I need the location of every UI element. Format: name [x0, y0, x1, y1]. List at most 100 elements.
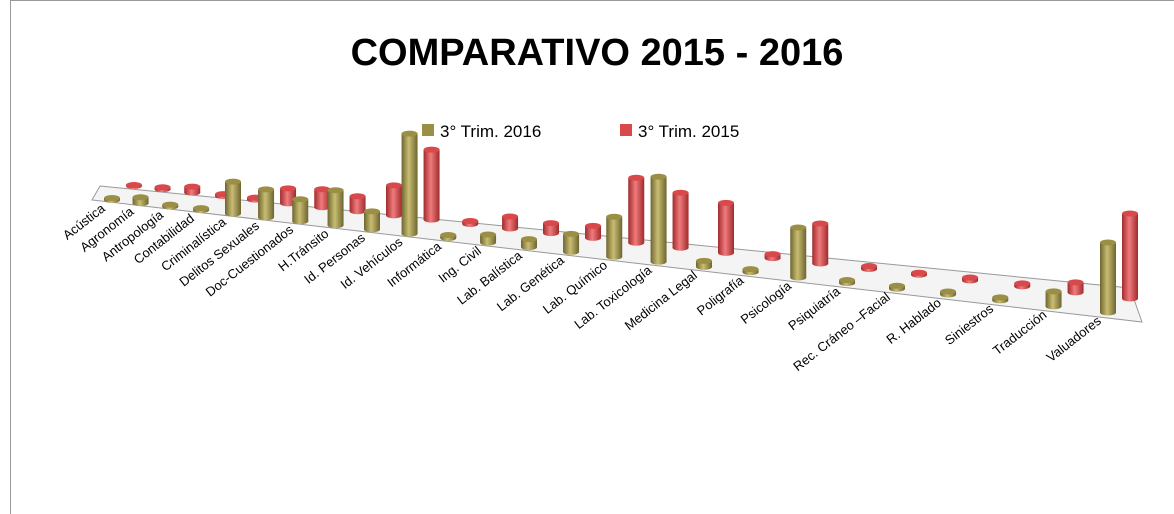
bar-top	[585, 222, 602, 229]
bar-top	[911, 269, 927, 276]
bar	[889, 282, 905, 292]
bar-body	[1045, 291, 1062, 307]
bar	[1100, 239, 1116, 316]
bar-top	[1067, 279, 1084, 286]
bar-body	[280, 188, 297, 204]
bar-body	[628, 177, 645, 243]
bar-top	[790, 224, 807, 231]
bar	[606, 213, 623, 260]
bar	[543, 220, 559, 237]
bar-top	[1014, 280, 1031, 287]
bar-top	[386, 182, 402, 189]
bar-top	[521, 236, 537, 243]
bar-top	[502, 213, 519, 220]
bar-top	[628, 174, 645, 181]
bar	[1122, 210, 1138, 302]
bar-body	[502, 216, 519, 229]
bar-top	[154, 184, 171, 191]
bar-top	[940, 288, 957, 295]
bar-body	[364, 211, 380, 230]
bar-top	[462, 217, 479, 224]
bar-top	[258, 186, 275, 193]
bar-body	[1100, 242, 1116, 313]
bar	[718, 199, 734, 256]
bar-top	[480, 231, 497, 238]
bar-top	[992, 294, 1009, 301]
bar	[812, 220, 829, 267]
bar	[314, 186, 331, 211]
bar-top	[440, 231, 457, 238]
bar-top	[1100, 239, 1116, 246]
x-tick-label: Psiquiatría	[785, 283, 843, 333]
bar	[154, 184, 171, 193]
bar	[162, 201, 179, 210]
bar-body	[258, 189, 275, 218]
bar	[423, 146, 440, 223]
bar	[104, 195, 120, 203]
bar	[480, 231, 497, 246]
bar-top	[563, 230, 580, 237]
bar-top	[650, 173, 667, 180]
bar-body	[314, 189, 331, 208]
bar-top	[292, 196, 309, 203]
bar	[672, 189, 689, 251]
bar-body	[718, 202, 734, 253]
bar-top	[962, 274, 979, 281]
bar-top	[327, 187, 344, 194]
x-tick-label: Psicología	[738, 278, 795, 327]
bar	[386, 182, 402, 219]
bar	[280, 185, 297, 207]
bar	[1045, 288, 1062, 310]
bar-top	[162, 201, 179, 208]
bar-top	[764, 251, 781, 258]
bar-body	[349, 196, 366, 212]
bar-top	[1122, 210, 1138, 217]
bar	[861, 263, 878, 273]
x-tick-label: R. Hablado	[883, 295, 943, 347]
bar-top	[696, 257, 712, 264]
bar-top	[861, 263, 878, 270]
bar-body	[585, 225, 602, 238]
bar-body	[543, 223, 559, 234]
bar	[502, 213, 519, 232]
bar-body	[423, 149, 440, 220]
bar-top	[126, 182, 142, 188]
x-tick-label: Poligrafía	[694, 272, 747, 318]
bar-body	[606, 216, 623, 257]
bar	[742, 266, 759, 276]
bar-body	[650, 176, 667, 262]
bar-body	[1122, 213, 1138, 299]
bar-body	[386, 185, 402, 216]
bar	[225, 178, 241, 217]
x-tick-label: Rec. Cráneo –Facial	[790, 289, 893, 374]
bar-top	[718, 199, 734, 206]
bar-body	[812, 223, 829, 264]
bar-top	[839, 277, 856, 284]
bar-body	[1067, 282, 1084, 293]
bar-top	[364, 208, 380, 215]
bar	[911, 269, 927, 278]
bar	[992, 294, 1009, 304]
bar-body	[480, 234, 497, 243]
bar-top	[225, 178, 241, 185]
bar	[839, 277, 856, 287]
bar	[563, 230, 580, 255]
bar-body	[790, 227, 807, 278]
bar	[628, 174, 645, 246]
bar	[462, 217, 479, 227]
bar-top	[1045, 288, 1062, 295]
bar	[193, 205, 210, 214]
bar-top	[742, 266, 759, 273]
bar	[349, 193, 366, 215]
bar-body	[327, 190, 344, 226]
x-tick-label: Siniestros	[942, 301, 997, 348]
bar	[440, 231, 457, 241]
frame	[10, 0, 1174, 514]
bar-top	[193, 205, 210, 212]
bar	[764, 251, 781, 262]
bar-top	[672, 189, 689, 196]
bar	[1067, 279, 1084, 296]
bar	[940, 288, 957, 298]
bar-top	[401, 130, 418, 137]
